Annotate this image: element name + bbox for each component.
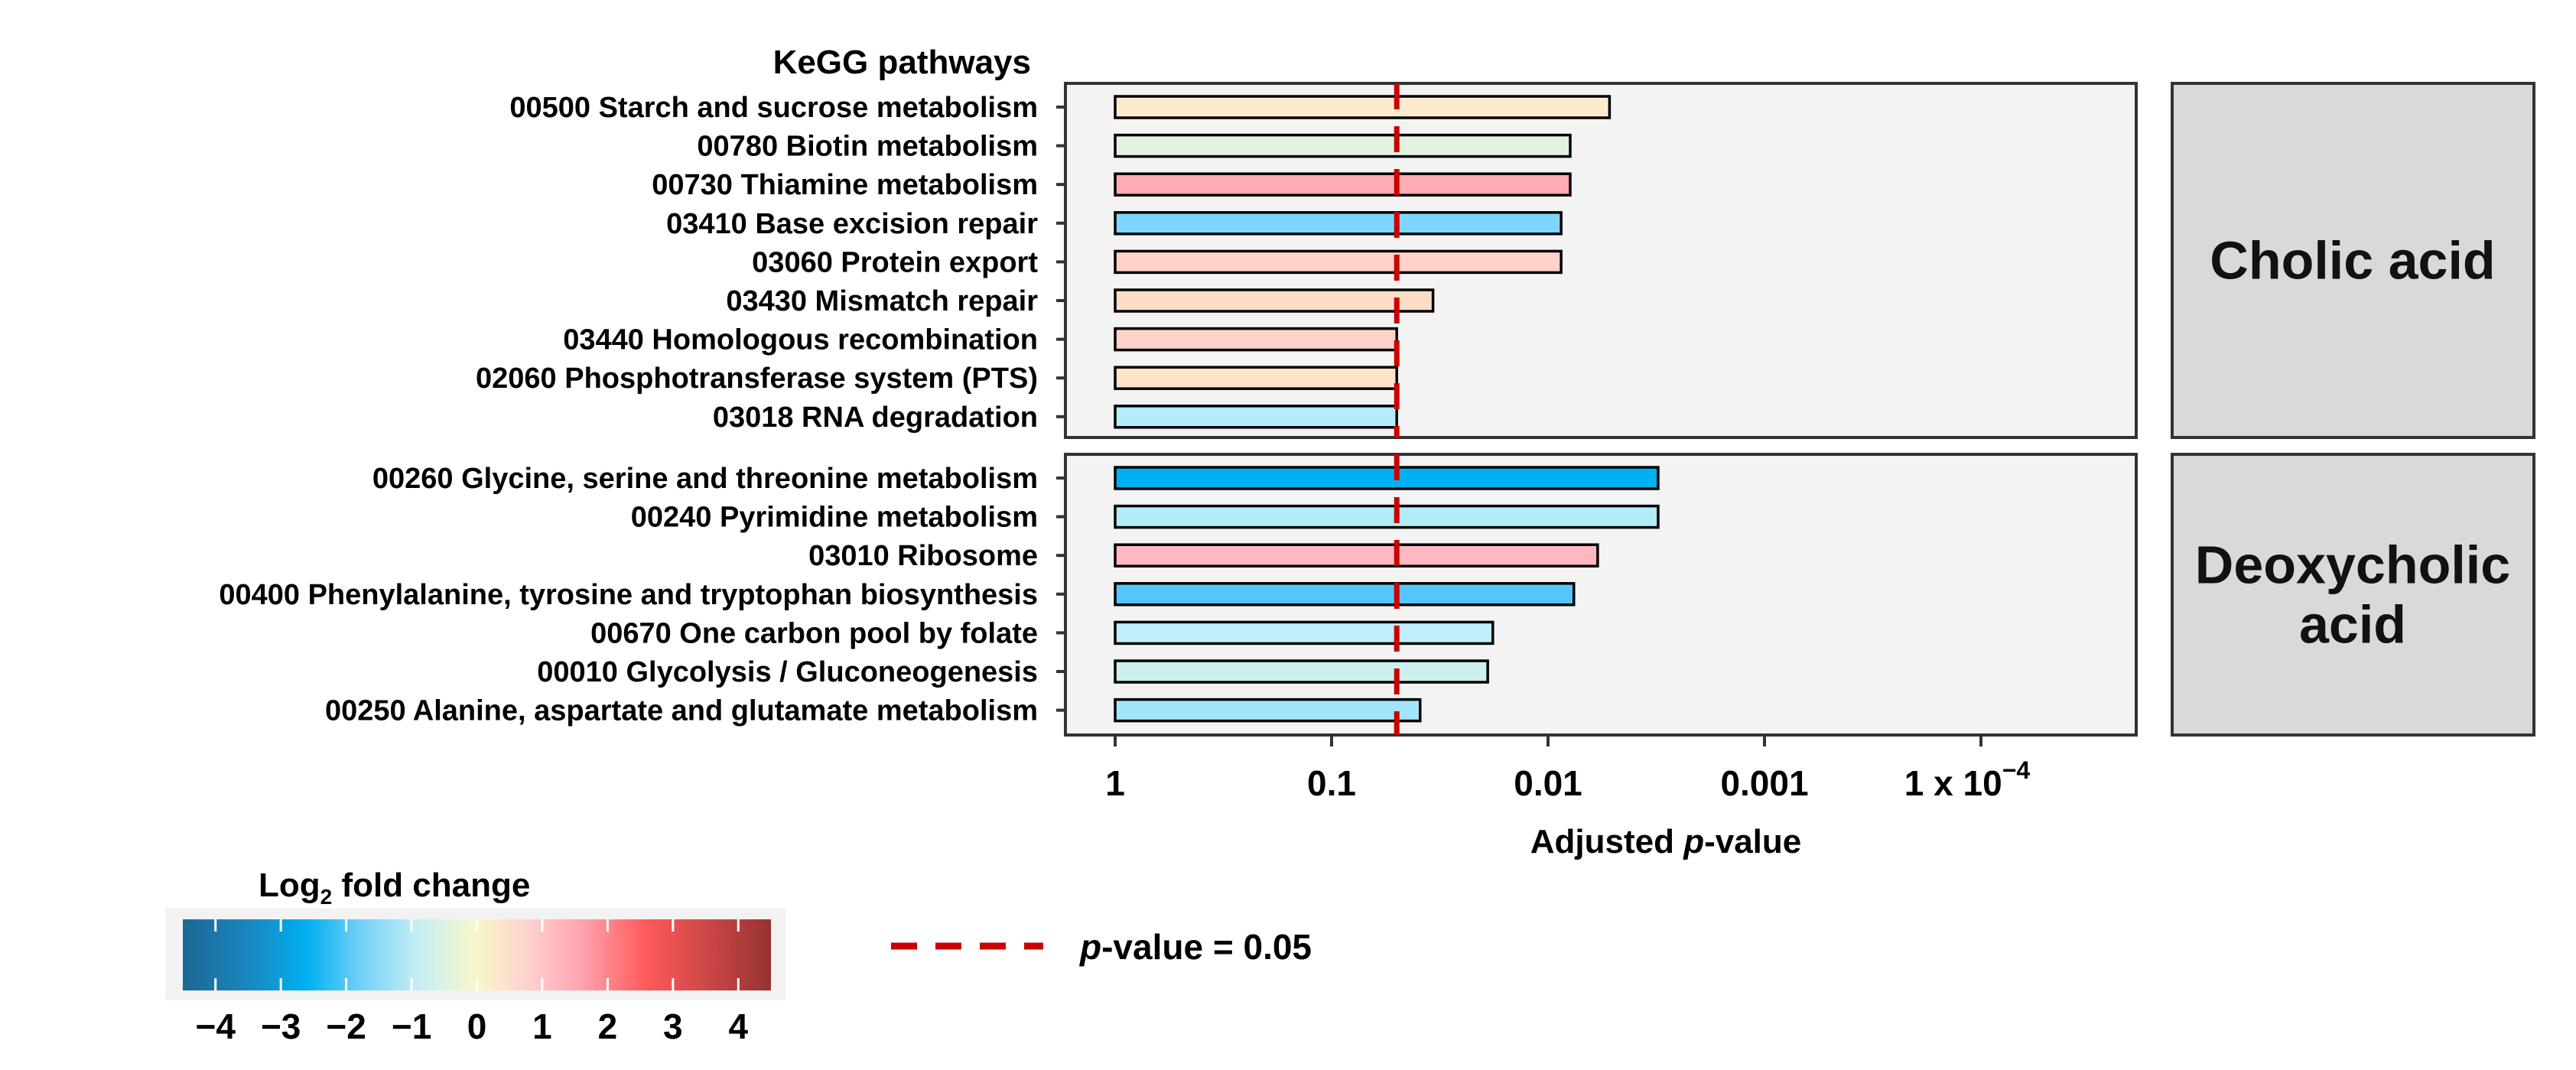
pathway-bar [1114,288,1435,313]
x-tick-label: 1 x 10−4 [1904,756,2031,803]
pathway-label: 00400 Phenylalanine, tyrosine and trypto… [219,579,1038,611]
pathway-label: 00260 Glycine, serine and threonine meta… [372,463,1038,495]
pathway-bar [1114,659,1489,684]
colorbar-tick-label: 4 [728,1007,748,1046]
pathway-label: 03018 RNA degradation [713,402,1038,434]
pathway-label: 00780 Biotin metabolism [697,131,1038,163]
facet-panels: Cholic acid 00500 Starch and sucrose meta… [219,82,2535,737]
x-axis: 1 0.1 0.01 0.001 1 x 10−4 [1105,735,2030,803]
pathway-bar [1114,405,1398,429]
colorbar-tick-label: −3 [261,1007,301,1046]
pathway-bar [1114,249,1563,275]
facet-strip-label: Cholic acid [2210,231,2495,291]
facet-strip [2171,82,2535,439]
colorbar-tick-label: 1 [532,1007,552,1046]
pathway-bar [1114,698,1422,723]
pathway-label: 00240 Pyrimidine metabolism [631,502,1038,534]
pathway-bar [1114,172,1572,197]
pathway-label: 00010 Glycolysis / Gluconeogenesis [537,656,1038,688]
pathway-bar [1114,95,1612,119]
pathway-label: 00250 Alanine, aspartate and glutamate m… [325,695,1038,727]
facet-strip-label: acid [2299,595,2406,655]
y-axis-title: KeGG pathways [773,44,1031,81]
facet-strip-label: Deoxycholic [2195,535,2510,595]
pathway-bar [1114,543,1599,568]
pathway-label: 03430 Mismatch repair [726,285,1038,317]
pathway-label: 00670 One carbon pool by folate [590,617,1038,649]
threshold-legend-label: p-value = 0.05 [1078,927,1312,967]
colorbar-tick-label: 0 [467,1007,487,1046]
x-tick-label: 0.01 [1514,763,1582,803]
pathway-label: 00730 Thiamine metabolism [652,169,1038,201]
pathway-label: 03010 Ribosome [808,540,1038,572]
pathway-bar [1114,366,1398,390]
colorbar-title: Log2 fold change [259,867,530,909]
facet-panel: Cholic acid 00500 Starch and sucrose meta… [476,82,2535,439]
pathway-label: 03440 Homologous recombination [563,324,1038,356]
colorbar-tick-label: −2 [326,1007,366,1046]
x-axis-title: Adjusted p-value [1530,823,1802,860]
pathway-label: 03060 Protein export [752,246,1038,278]
pathway-bar [1114,620,1495,646]
pathway-bar [1114,327,1398,352]
pathway-bar [1114,466,1660,490]
pathway-bar [1114,211,1563,236]
threshold-legend: p-value = 0.05 [891,927,1312,967]
pathway-label: 00500 Starch and sucrose metabolism [509,92,1038,124]
pathway-bar [1114,582,1576,607]
colorbar-tick-label: 3 [663,1007,683,1046]
colorbar-tick-label: −1 [392,1007,431,1046]
pathway-bar [1114,504,1660,529]
x-tick-label: 1 [1105,763,1125,803]
facet-strip [2171,453,2535,737]
x-tick-label: 0.1 [1307,763,1356,803]
pathway-label: 03410 Base excision repair [666,208,1038,240]
colorbar-tick-label: 2 [598,1007,618,1046]
colorbar-tick-label: −4 [195,1007,236,1046]
pathway-bar [1114,133,1572,158]
colorbar-legend: Log2 fold change −4 −3 −2 −1 0 1 2 3 4 [165,867,785,1046]
pathway-label: 02060 Phosphotransferase system (PTS) [476,363,1038,395]
x-tick-label: 0.001 [1720,763,1808,803]
